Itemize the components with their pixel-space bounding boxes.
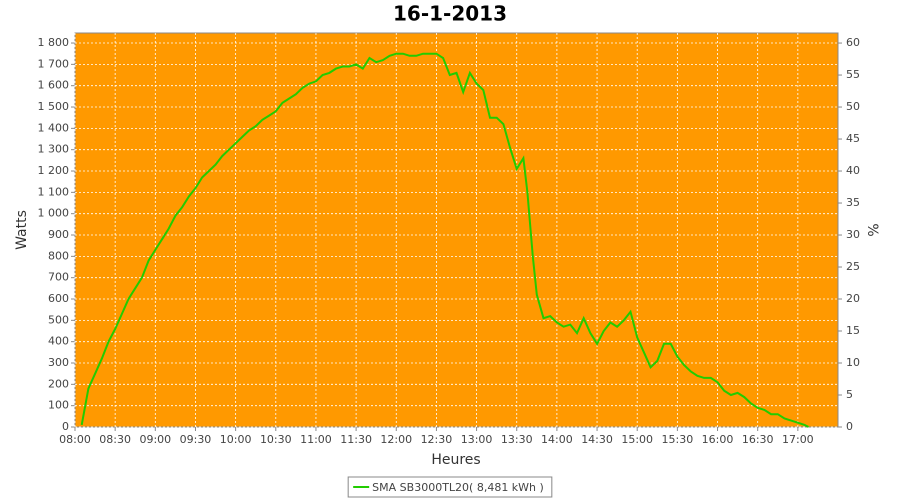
y-tick-label: 700	[48, 271, 69, 284]
x-tick-label: 11:30	[340, 433, 372, 446]
x-tick-label: 16:00	[702, 433, 734, 446]
x-tick-label: 10:00	[220, 433, 252, 446]
y-tick-label: 1 700	[38, 57, 70, 70]
x-tick-label: 15:30	[662, 433, 694, 446]
y2-tick-label: 10	[846, 356, 860, 369]
x-tick-label: 17:00	[782, 433, 814, 446]
y-tick-label: 600	[48, 292, 69, 305]
x-tick-label: 12:00	[380, 433, 412, 446]
y-tick-label: 500	[48, 313, 69, 326]
y-tick-label: 1 200	[38, 164, 70, 177]
x-tick-label: 13:00	[461, 433, 493, 446]
y2-tick-label: 25	[846, 260, 860, 273]
x-tick-label: 09:30	[180, 433, 212, 446]
y-tick-label: 1 300	[38, 143, 70, 156]
x-tick-label: 15:00	[621, 433, 653, 446]
x-tick-label: 12:30	[421, 433, 453, 446]
x-tick-label: 14:30	[581, 433, 613, 446]
y2-tick-label: 20	[846, 292, 860, 305]
y-axis-title: Watts	[14, 210, 30, 250]
chart-title: 16-1-2013	[393, 2, 507, 26]
y-tick-label: 1 500	[38, 100, 70, 113]
y-tick-label: 0	[62, 420, 69, 433]
y-tick-label: 1 400	[38, 121, 70, 134]
x-tick-label: 11:00	[300, 433, 332, 446]
y-tick-label: 1 000	[38, 207, 70, 220]
y2-tick-label: 50	[846, 100, 860, 113]
line-series	[80, 52, 810, 428]
x-tick-label: 13:30	[501, 433, 533, 446]
legend-box	[347, 476, 553, 498]
x-tick-label: 10:30	[260, 433, 292, 446]
y2-tick-label: 55	[846, 68, 860, 81]
y-tick-label: 800	[48, 249, 69, 262]
y2-tick-label: 0	[846, 420, 853, 433]
y2-tick-label: 40	[846, 164, 860, 177]
x-tick-label: 08:30	[99, 433, 131, 446]
y-tick-label: 200	[48, 377, 69, 390]
y-tick-label: 300	[48, 356, 69, 369]
x-tick-label: 16:30	[742, 433, 774, 446]
y-tick-label: 1 100	[38, 185, 70, 198]
x-tick-label: 09:00	[139, 433, 171, 446]
y2-tick-label: 30	[846, 228, 860, 241]
y2-tick-label: 45	[846, 132, 860, 145]
y-tick-label: 900	[48, 228, 69, 241]
y-tick-label: 400	[48, 335, 69, 348]
y-tick-label: 100	[48, 399, 69, 412]
x-axis-title: Heures	[431, 452, 480, 468]
y2-axis-title: %	[864, 223, 880, 236]
y2-tick-label: 5	[846, 388, 853, 401]
y-tick-label: 1 600	[38, 79, 70, 92]
y2-tick-label: 60	[846, 36, 860, 49]
y2-tick-label: 35	[846, 196, 860, 209]
legend-label: SMA SB3000TL20( 8,481 kWh )	[372, 481, 544, 494]
x-tick-label: 14:00	[541, 433, 573, 446]
plot-area	[74, 32, 839, 428]
y2-tick-label: 15	[846, 324, 860, 337]
y-tick-label: 1 800	[38, 36, 70, 49]
x-tick-label: 08:00	[59, 433, 91, 446]
